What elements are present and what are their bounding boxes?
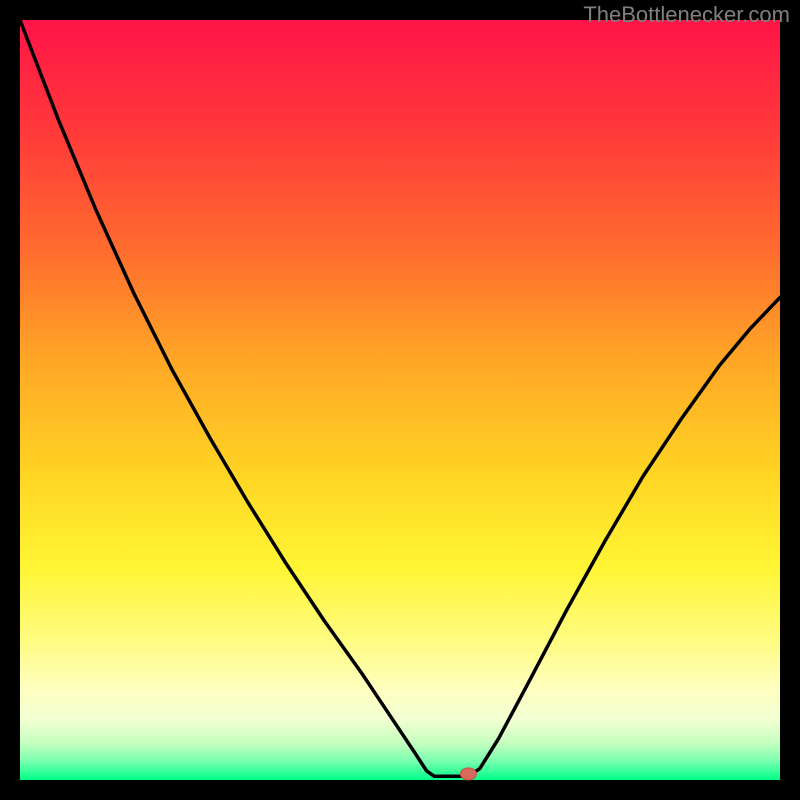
bottleneck-chart	[0, 0, 800, 800]
plot-background	[20, 20, 780, 780]
watermark-text: TheBottlenecker.com	[583, 2, 790, 28]
optimum-marker	[460, 768, 476, 780]
